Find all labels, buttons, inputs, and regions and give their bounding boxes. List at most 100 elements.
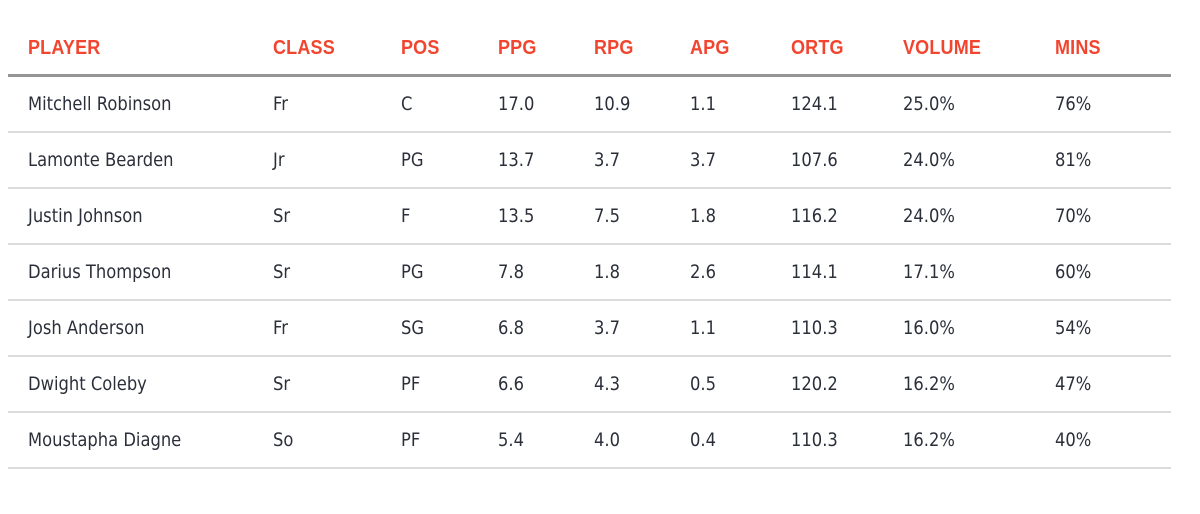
- column-header-label: RPG: [594, 36, 634, 59]
- cell-rpg: 10.9: [594, 75, 690, 133]
- cell-value: 13.5: [498, 205, 535, 227]
- table-header: PLAYER CLASS POS PPG RPG APG ORTG VOLUME MINS: [8, 22, 1171, 77]
- cell-class: Sr: [273, 244, 401, 301]
- cell-apg: 1.1: [690, 300, 791, 357]
- cell-value: F: [401, 205, 411, 227]
- column-header-ppg: PPG: [498, 22, 594, 77]
- cell-value: 60%: [1055, 261, 1092, 283]
- cell-value: 3.7: [594, 149, 620, 171]
- cell-ortg: 110.3: [791, 300, 903, 357]
- column-header-label: APG: [690, 36, 730, 59]
- cell-ortg: 116.2: [791, 188, 903, 245]
- cell-rpg: 7.5: [594, 188, 690, 245]
- cell-mins: 70%: [1055, 188, 1171, 245]
- cell-value: 1.8: [594, 261, 620, 283]
- cell-value: Fr: [273, 93, 288, 115]
- column-header-label: VOLUME: [903, 36, 982, 59]
- table-row: Lamonte Bearden Jr PG 13.7 3.7 3.7 107.6 24.0% 8…: [8, 132, 1171, 189]
- cell-value: 2.6: [690, 261, 716, 283]
- cell-player: Lamonte Bearden: [8, 132, 273, 189]
- cell-ppg: 5.4: [498, 412, 594, 469]
- cell-value: 24.0%: [903, 205, 955, 227]
- cell-value: C: [401, 93, 413, 115]
- column-header-label: ORTG: [791, 36, 844, 59]
- cell-class: Fr: [273, 75, 401, 133]
- cell-value: 6.8: [498, 317, 524, 339]
- cell-value: 13.7: [498, 149, 535, 171]
- cell-value: 5.4: [498, 429, 524, 451]
- cell-ortg: 114.1: [791, 244, 903, 301]
- cell-player: Dwight Coleby: [8, 356, 273, 413]
- cell-rpg: 3.7: [594, 132, 690, 189]
- cell-rpg: 4.3: [594, 356, 690, 413]
- cell-value: 81%: [1055, 149, 1092, 171]
- header-row: PLAYER CLASS POS PPG RPG APG ORTG VOLUME MINS: [8, 22, 1171, 77]
- cell-value: 54%: [1055, 317, 1092, 339]
- cell-player: Moustapha Diagne: [8, 412, 273, 469]
- table-body: Mitchell Robinson Fr C 17.0 10.9 1.1 124.1 25.0…: [8, 75, 1171, 469]
- cell-volume: 16.2%: [903, 412, 1055, 469]
- table-row: Darius Thompson Sr PG 7.8 1.8 2.6 114.1 17.1% 60…: [8, 244, 1171, 301]
- cell-class: Sr: [273, 356, 401, 413]
- cell-ortg: 107.6: [791, 132, 903, 189]
- cell-apg: 0.4: [690, 412, 791, 469]
- cell-value: Fr: [273, 317, 288, 339]
- column-header-volume: VOLUME: [903, 22, 1055, 77]
- cell-ortg: 124.1: [791, 75, 903, 133]
- cell-value: PG: [401, 261, 424, 283]
- cell-ppg: 6.6: [498, 356, 594, 413]
- cell-apg: 1.8: [690, 188, 791, 245]
- cell-ppg: 7.8: [498, 244, 594, 301]
- cell-value: 76%: [1055, 93, 1092, 115]
- cell-mins: 40%: [1055, 412, 1171, 469]
- cell-value: 120.2: [791, 373, 838, 395]
- cell-volume: 24.0%: [903, 132, 1055, 189]
- cell-value: Sr: [273, 205, 291, 227]
- table-row: Justin Johnson Sr F 13.5 7.5 1.8 116.2 24.0% 70%: [8, 188, 1171, 245]
- cell-class: So: [273, 412, 401, 469]
- cell-class: Jr: [273, 132, 401, 189]
- cell-value: 3.7: [594, 317, 620, 339]
- cell-mins: 81%: [1055, 132, 1171, 189]
- column-header-label: PPG: [498, 36, 537, 59]
- cell-pos: SG: [401, 300, 498, 357]
- cell-volume: 16.2%: [903, 356, 1055, 413]
- cell-ortg: 110.3: [791, 412, 903, 469]
- cell-value: 7.5: [594, 205, 620, 227]
- cell-pos: PG: [401, 244, 498, 301]
- cell-ppg: 13.7: [498, 132, 594, 189]
- cell-player: Darius Thompson: [8, 244, 273, 301]
- cell-volume: 17.1%: [903, 244, 1055, 301]
- cell-value: 6.6: [498, 373, 524, 395]
- cell-class: Fr: [273, 300, 401, 357]
- cell-value: 47%: [1055, 373, 1092, 395]
- cell-value: 107.6: [791, 149, 838, 171]
- cell-value: 110.3: [791, 429, 838, 451]
- column-header-label: POS: [401, 36, 440, 59]
- cell-value: 1.1: [690, 93, 716, 115]
- cell-apg: 0.5: [690, 356, 791, 413]
- cell-value: 70%: [1055, 205, 1092, 227]
- cell-value: PG: [401, 149, 424, 171]
- cell-value: 4.3: [594, 373, 620, 395]
- cell-value: 1.1: [690, 317, 716, 339]
- cell-ppg: 17.0: [498, 75, 594, 133]
- cell-value: Sr: [273, 261, 291, 283]
- cell-value: 110.3: [791, 317, 838, 339]
- cell-rpg: 3.7: [594, 300, 690, 357]
- cell-player: Mitchell Robinson: [8, 75, 273, 133]
- cell-value: Sr: [273, 373, 291, 395]
- cell-value: 16.2%: [903, 373, 955, 395]
- cell-value: 10.9: [594, 93, 631, 115]
- cell-mins: 47%: [1055, 356, 1171, 413]
- cell-value: Dwight Coleby: [28, 373, 147, 395]
- column-header-rpg: RPG: [594, 22, 690, 77]
- cell-value: 16.2%: [903, 429, 955, 451]
- table-row: Josh Anderson Fr SG 6.8 3.7 1.1 110.3 16.0% 54%: [8, 300, 1171, 357]
- cell-rpg: 1.8: [594, 244, 690, 301]
- cell-value: Lamonte Bearden: [28, 149, 174, 171]
- table-row: Dwight Coleby Sr PF 6.6 4.3 0.5 120.2 16.2% 47%: [8, 356, 1171, 413]
- cell-apg: 2.6: [690, 244, 791, 301]
- cell-class: Sr: [273, 188, 401, 245]
- cell-apg: 3.7: [690, 132, 791, 189]
